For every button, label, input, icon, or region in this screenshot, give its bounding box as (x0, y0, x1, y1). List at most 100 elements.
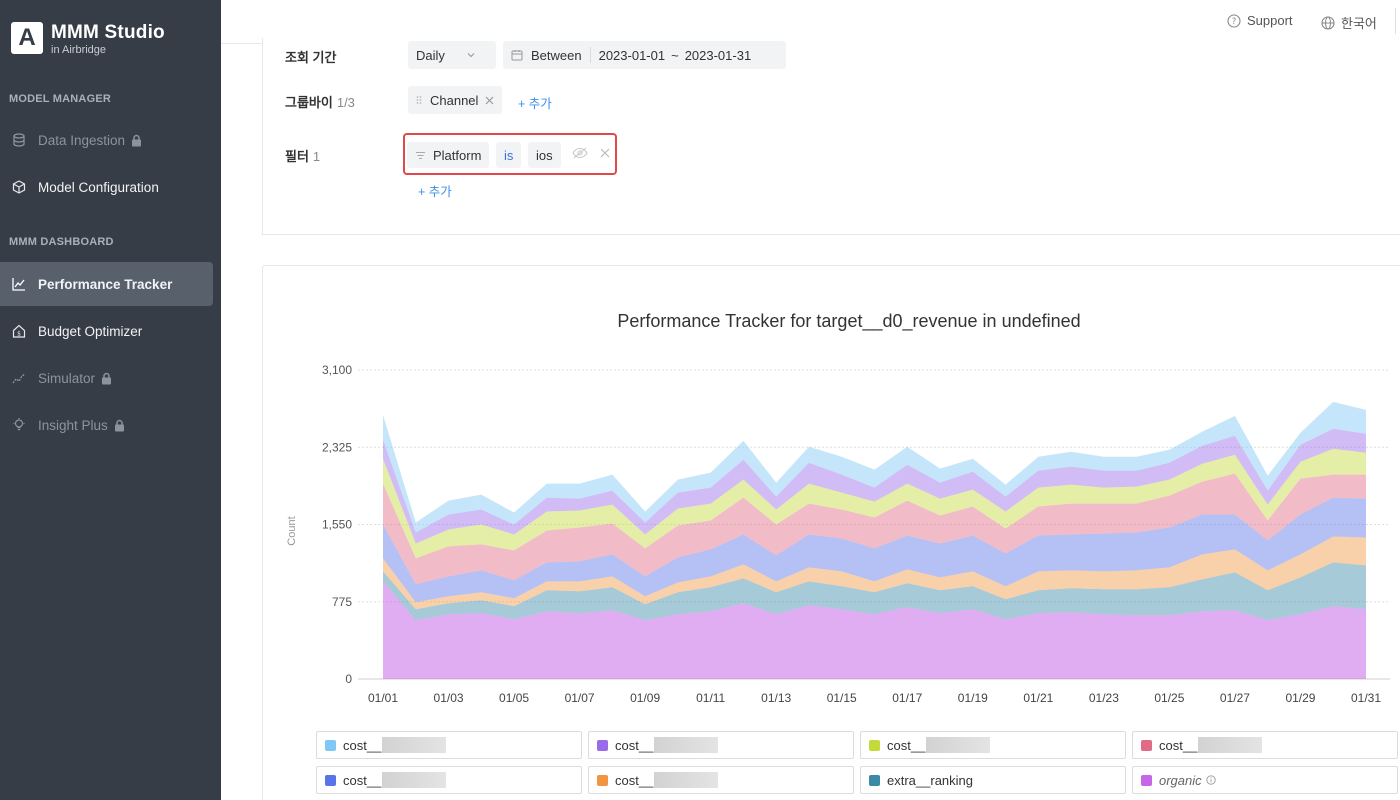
eye-off-icon[interactable] (572, 147, 588, 159)
redacted-text (1198, 737, 1263, 753)
support-label: Support (1247, 13, 1293, 28)
sidebar-item-label: Insight Plus (38, 417, 108, 433)
x-tick-label: 01/25 (1154, 691, 1184, 705)
legend-item[interactable]: extra__ranking (860, 766, 1126, 794)
legend-item[interactable]: cost__ (588, 731, 854, 759)
add-groupby-button[interactable]: + 추가 (518, 97, 552, 111)
redacted-text (926, 737, 991, 753)
legend-item[interactable]: cost__ (316, 731, 582, 759)
legend-label: extra__ranking (887, 772, 973, 788)
range-divider (589, 47, 591, 63)
redacted-text (382, 772, 447, 788)
sidebar-item-budget-optimizer[interactable]: $ Budget Optimizer (0, 309, 213, 353)
svg-text:$: $ (17, 331, 21, 338)
x-tick-label: 01/21 (1023, 691, 1053, 705)
sidebar: A MMM Studio in Airbridge MODEL MANAGER … (0, 0, 221, 800)
area-series-cost-2[interactable] (383, 536, 1366, 610)
filter-operator-chip[interactable]: is (496, 142, 522, 168)
end-date[interactable]: 2023-01-31 (684, 47, 752, 63)
sidebar-item-label: Simulator (38, 370, 96, 386)
area-series-cost-6[interactable] (383, 428, 1366, 544)
filter-row-highlighted: Platform is ios (403, 133, 617, 175)
legend-item[interactable]: organic (1132, 766, 1398, 794)
x-tick-label: 01/23 (1089, 691, 1119, 705)
filter-field-chip[interactable]: Platform (407, 142, 490, 168)
info-icon[interactable] (1205, 775, 1216, 785)
close-icon[interactable] (600, 148, 610, 158)
legend-item[interactable]: cost__ (588, 766, 854, 794)
filter-label-text: 필터 (285, 149, 309, 164)
sidebar-item-performance-tracker[interactable]: Performance Tracker (0, 262, 213, 306)
area-series-cost-7[interactable] (383, 401, 1366, 533)
top-bar: ? Support 한국어 (221, 0, 1400, 44)
calendar-icon (511, 50, 523, 61)
sidebar-item-insight-plus[interactable]: Insight Plus (0, 403, 213, 447)
y-tick-label: 775 (332, 595, 352, 609)
x-tick-label: 01/31 (1351, 691, 1381, 705)
x-tick-label: 01/11 (696, 691, 725, 705)
line-chart-icon (12, 278, 25, 291)
add-filter-button[interactable]: + 추가 (418, 185, 452, 199)
legend-label: cost__ (887, 737, 926, 753)
start-date[interactable]: 2023-01-01 (598, 47, 666, 63)
database-icon (13, 133, 25, 147)
chevron-down-icon (467, 53, 475, 58)
granularity-value: Daily (416, 47, 445, 63)
x-tick-label: 01/09 (630, 691, 660, 705)
app-logo[interactable]: A MMM Studio in Airbridge (11, 22, 165, 56)
close-icon[interactable] (485, 96, 494, 105)
filter-operator: is (504, 147, 514, 163)
area-series-extra__ranking-1[interactable] (383, 562, 1366, 621)
granularity-select[interactable]: Daily (408, 41, 496, 69)
filter-count: 1 (312, 149, 321, 164)
area-series-organic-0[interactable] (383, 581, 1366, 679)
sidebar-item-label: Data Ingestion (38, 132, 126, 148)
sidebar-item-model-configuration[interactable]: Model Configuration (0, 165, 213, 209)
filter-value-chip[interactable]: ios (528, 142, 561, 168)
section-mmm-dashboard: MMM DASHBOARD (9, 236, 114, 248)
x-tick-label: 01/17 (892, 691, 922, 705)
groupby-label: 그룹바이 1/3 (285, 92, 355, 111)
legend-label: cost__ (343, 737, 382, 753)
legend-swatch (597, 739, 608, 751)
logo-title: MMM Studio (51, 22, 165, 43)
sidebar-item-label: Model Configuration (38, 179, 159, 195)
range-separator: ~ (671, 47, 679, 63)
legend-label: cost__ (343, 772, 382, 788)
chart-card (262, 265, 1400, 800)
drag-handle-icon[interactable] (416, 95, 422, 105)
x-tick-label: 01/29 (1285, 691, 1315, 705)
legend-swatch (869, 739, 880, 751)
legend-swatch (325, 774, 336, 786)
filter-label: 필터 1 (285, 146, 320, 165)
legend-item[interactable]: cost__ (316, 766, 582, 794)
groupby-chip-channel[interactable]: Channel (408, 86, 503, 114)
legend-swatch (869, 774, 880, 786)
area-series-cost-3[interactable] (383, 497, 1366, 603)
legend-label: cost__ (615, 737, 654, 753)
svg-text:?: ? (1232, 17, 1237, 27)
lock-icon (114, 419, 124, 431)
legend-item[interactable]: cost__ (860, 731, 1126, 759)
groupby-count: 1/3 (336, 95, 355, 110)
x-tick-label: 01/27 (1220, 691, 1250, 705)
legend-label: cost__ (1159, 737, 1198, 753)
chart-title: Performance Tracker for target__d0_reven… (617, 311, 1081, 331)
lock-icon (102, 372, 112, 384)
area-series-cost-5[interactable] (383, 448, 1366, 559)
date-range-picker[interactable]: Between 2023-01-01 ~ 2023-01-31 (503, 41, 786, 69)
sidebar-item-simulator[interactable]: Simulator (0, 356, 213, 400)
x-tick-label: 01/19 (958, 691, 988, 705)
period-label: 조회 기간 (285, 50, 337, 65)
language-selector[interactable]: 한국어 (1321, 13, 1377, 32)
area-series-cost-4[interactable] (383, 473, 1366, 585)
section-model-manager: MODEL MANAGER (9, 93, 112, 105)
legend-swatch (1141, 739, 1152, 751)
sidebar-item-data-ingestion[interactable]: Data Ingestion (0, 118, 213, 162)
filter-panel: 조회 기간 Daily Between 2023-01-01 ~ 2023-01… (262, 38, 1400, 235)
legend-item[interactable]: cost__ (1132, 731, 1398, 759)
y-tick-label: 0 (345, 672, 352, 686)
support-link[interactable]: ? Support (1227, 13, 1293, 28)
